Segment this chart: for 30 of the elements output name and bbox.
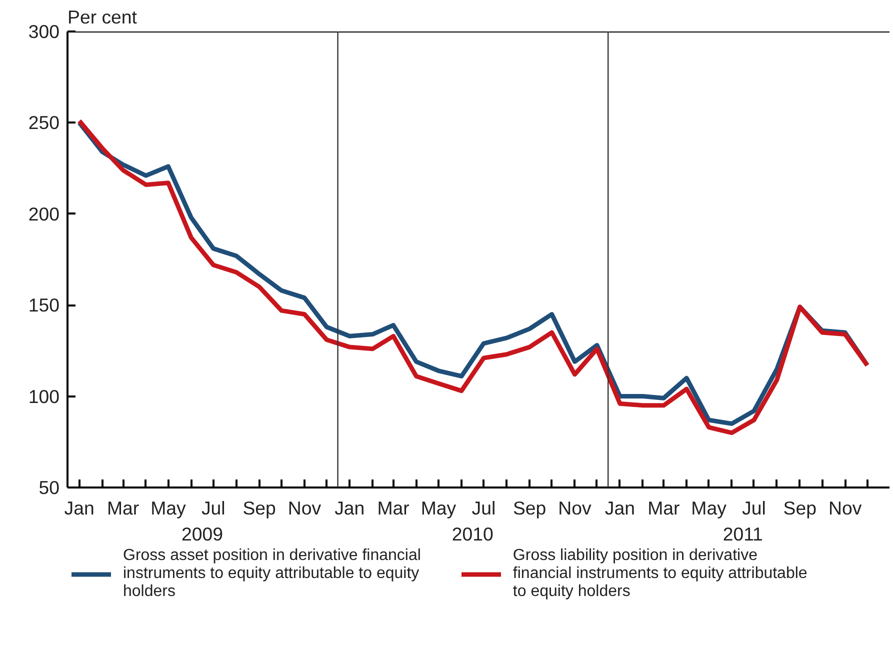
y-tick-label: 150 bbox=[28, 294, 60, 316]
y-tick-label: 250 bbox=[28, 112, 60, 134]
x-tick-label: Mar bbox=[648, 498, 680, 518]
x-tick-label: May bbox=[150, 498, 187, 518]
x-tick-label: Sep bbox=[242, 498, 276, 518]
x2-tick-label: 2010 bbox=[452, 524, 494, 544]
x-tick-label: Jan bbox=[64, 498, 94, 518]
x2-tick-label: 2009 bbox=[182, 524, 224, 544]
x-tick-label: Jul bbox=[472, 498, 496, 518]
x-tick-label: Jul bbox=[201, 498, 226, 518]
y-tick-label: 200 bbox=[28, 203, 60, 224]
x-tick-label: Mar bbox=[377, 498, 410, 518]
x-tick-label: Sep bbox=[513, 498, 546, 518]
y-tick-label: 50 bbox=[38, 477, 60, 498]
legend-label: Gross asset position in derivative financial instruments to equity attributable to equity holders bbox=[123, 547, 421, 601]
x-tick-label: May bbox=[420, 498, 457, 518]
x-tick-label: Nov bbox=[288, 498, 322, 518]
x-tick-label: Jul bbox=[742, 498, 766, 518]
x-tick-label: Jan bbox=[334, 498, 365, 518]
x2-tick-label: 2011 bbox=[722, 524, 763, 544]
y-tick-label: 100 bbox=[28, 386, 60, 407]
x-tick-label: Nov bbox=[558, 498, 592, 518]
x-tick-label: Sep bbox=[783, 498, 816, 518]
x-tick-label: Jan bbox=[604, 498, 635, 518]
x-tick-label: Mar bbox=[106, 498, 140, 518]
x-tick-label: May bbox=[691, 498, 728, 518]
x-tick-label: Nov bbox=[828, 498, 862, 518]
y-axis-title: Per cent bbox=[68, 6, 138, 28]
y-tick-label: 300 bbox=[28, 21, 60, 42]
legend-label: Gross liability position in derivative financial instruments to equity attributable to equity holders bbox=[512, 547, 808, 601]
